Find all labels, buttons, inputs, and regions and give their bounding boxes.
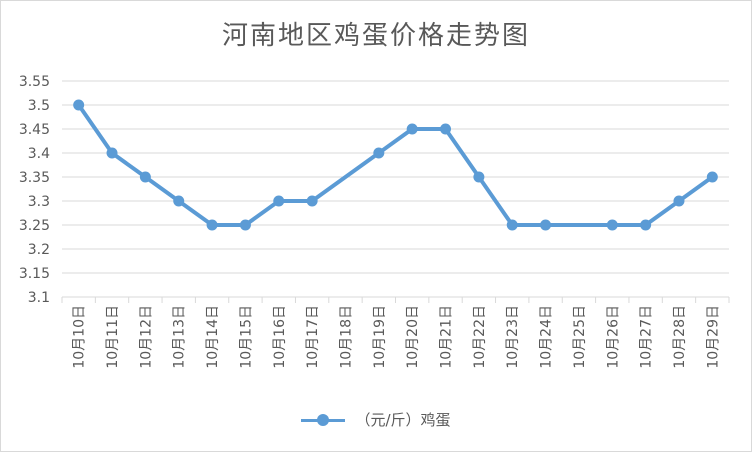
x-tick-label: 10月11日 [105, 305, 121, 369]
data-point [606, 219, 618, 231]
x-tick-label: 10月13日 [172, 305, 188, 369]
x-tick-label: 10月25日 [572, 305, 588, 369]
y-tick-label: 3.5 [28, 98, 50, 114]
data-point [373, 147, 385, 159]
data-point [173, 195, 185, 207]
x-tick-label: 10月17日 [305, 305, 321, 369]
x-tick-label: 10月15日 [238, 305, 254, 369]
data-point [139, 171, 151, 183]
data-point [640, 219, 652, 231]
y-tick-label: 3.25 [19, 218, 50, 234]
x-tick-label: 10月24日 [539, 305, 555, 369]
data-point [306, 195, 318, 207]
y-tick-label: 3.45 [19, 122, 50, 138]
data-point [506, 219, 518, 231]
data-point [473, 171, 485, 183]
x-tick-label: 10月27日 [639, 305, 655, 369]
legend: （元/斤）鸡蛋 [1, 409, 751, 430]
data-point [540, 219, 552, 231]
x-tick-label: 10月16日 [272, 305, 288, 369]
data-point [239, 219, 251, 231]
y-tick-label: 3.3 [28, 194, 50, 210]
x-tick-label: 10月29日 [705, 305, 721, 369]
y-tick-label: 3.2 [28, 242, 50, 258]
y-tick-label: 3.4 [28, 146, 50, 162]
y-tick-label: 3.35 [19, 170, 50, 186]
x-tick-label: 10月10日 [72, 305, 88, 369]
y-tick-label: 3.15 [19, 266, 50, 282]
y-tick-label: 3.55 [19, 74, 50, 90]
x-tick-label: 10月20日 [405, 305, 421, 369]
data-point [440, 123, 452, 135]
x-tick-label: 10月12日 [138, 305, 154, 369]
data-point [673, 195, 685, 207]
x-tick-label: 10月26日 [605, 305, 621, 369]
data-point [106, 147, 118, 159]
data-point [406, 123, 418, 135]
x-tick-label: 10月14日 [205, 305, 221, 369]
data-point [273, 195, 285, 207]
data-point [706, 171, 718, 183]
series-line [76, 103, 715, 227]
legend-label: （元/斤）鸡蛋 [355, 411, 451, 429]
data-point [206, 219, 218, 231]
x-tick-label: 10月21日 [439, 305, 455, 369]
x-tick-label: 10月19日 [372, 305, 388, 369]
x-tick-label: 10月18日 [338, 305, 354, 369]
x-tick-label: 10月22日 [472, 305, 488, 369]
chart-title: 河南地区鸡蛋价格走势图 [221, 21, 530, 51]
x-tick-label: 10月23日 [505, 305, 521, 369]
data-point [73, 99, 85, 111]
y-tick-label: 3.1 [28, 290, 50, 306]
x-tick-label: 10月28日 [672, 305, 688, 369]
legend-marker-icon [301, 413, 346, 427]
